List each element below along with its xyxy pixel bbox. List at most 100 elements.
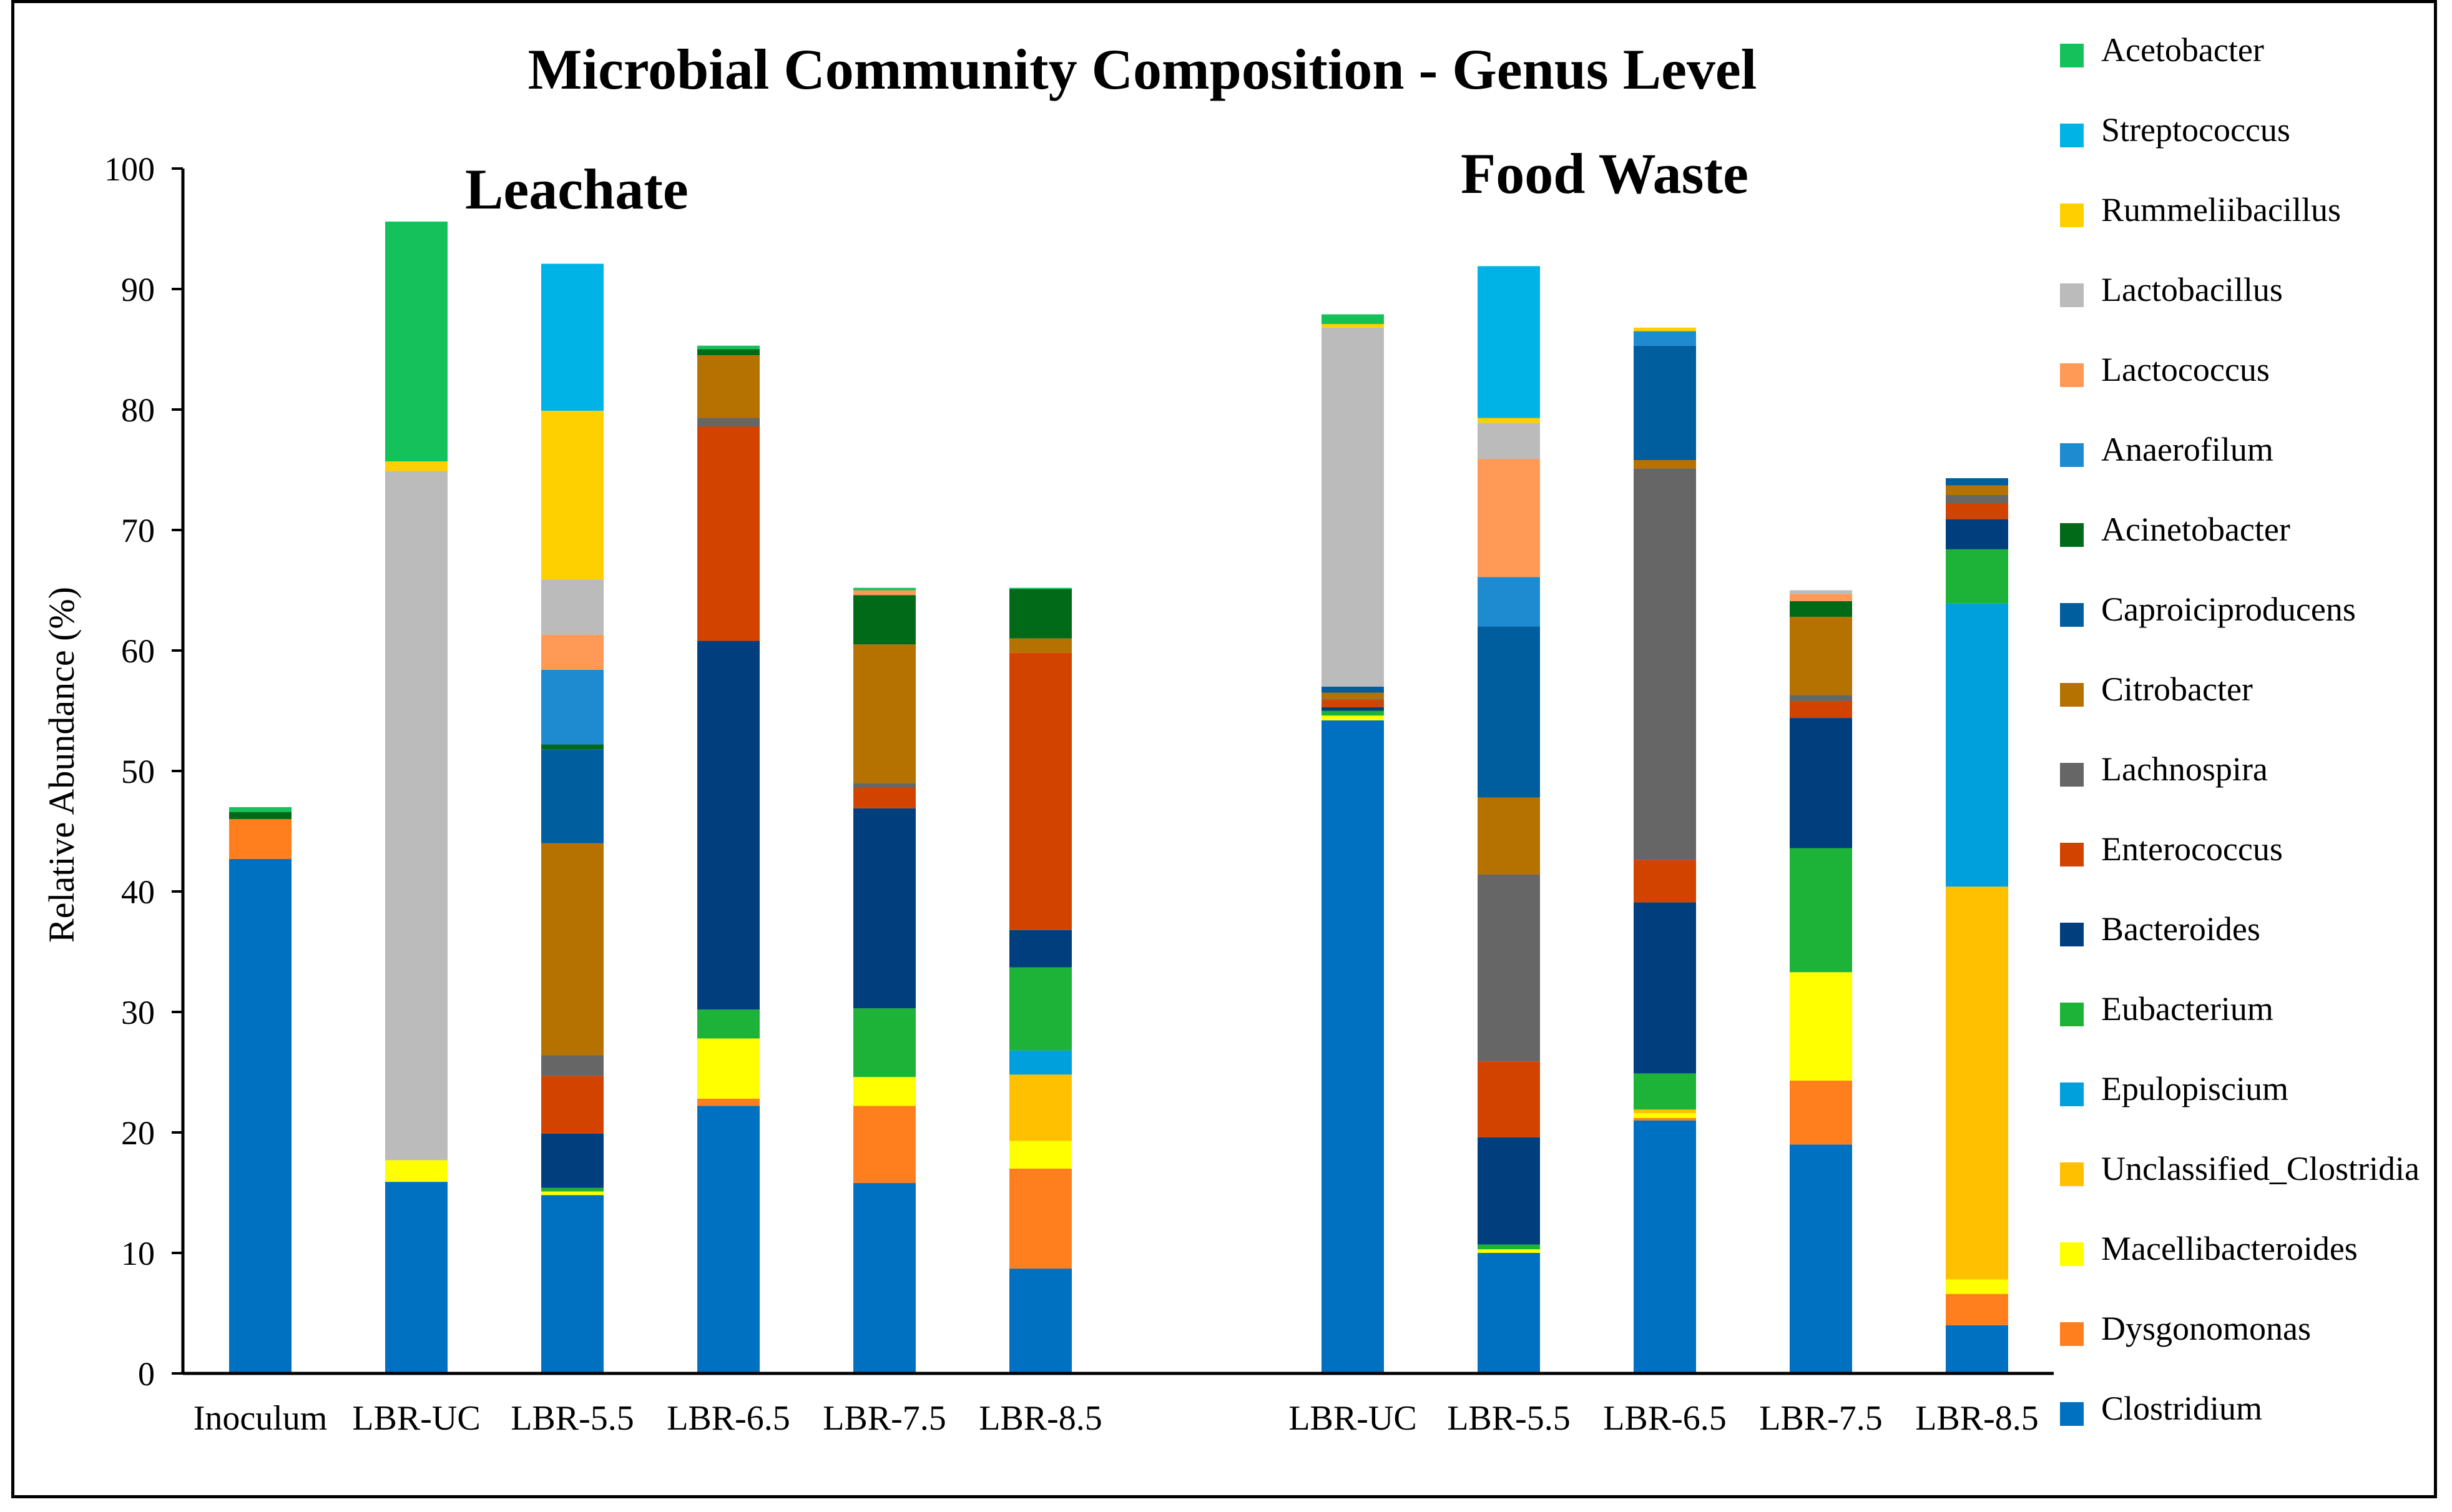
bar-segment-lachnospira-8 <box>1634 468 1696 860</box>
group-label-food-waste: Food Waste <box>1461 142 1748 205</box>
bar-segment-bacteroides-9 <box>1790 718 1852 848</box>
bar-segment-citrobacter-8 <box>1634 460 1696 469</box>
legend-swatch <box>2060 1003 2084 1026</box>
bar-segment-enterococcus-6 <box>1322 700 1384 707</box>
bar-segment-lachnospira-7 <box>1478 874 1540 1062</box>
bar-segment-unclassified-clostridia-5 <box>1009 1074 1072 1141</box>
legend-swatch <box>2060 603 2084 627</box>
y-tick-label: 30 <box>121 994 155 1031</box>
bar-segment-acinetobacter-0 <box>229 812 292 820</box>
bar-stack-5 <box>1009 587 1072 1373</box>
legend-swatch <box>2060 283 2084 307</box>
legend-swatch <box>2060 363 2084 387</box>
y-tick-label: 50 <box>121 753 155 790</box>
bar-segment-bacteroides-2 <box>541 1133 604 1188</box>
bar-segment-bacteroides-6 <box>1322 707 1384 711</box>
bar-stack-1 <box>385 221 448 1373</box>
bar-segment-macellibacteroides-9 <box>1790 972 1852 1081</box>
bar-segment-macellibacteroides-3 <box>697 1038 760 1099</box>
legend-swatch <box>2060 763 2084 787</box>
y-tick-label: 80 <box>121 391 155 429</box>
legend-label: Dysgonomonas <box>2101 1310 2311 1347</box>
bar-segment-enterococcus-3 <box>697 426 760 641</box>
bar-segment-bacteroides-8 <box>1634 902 1696 1074</box>
legend-label: Citrobacter <box>2101 670 2253 708</box>
bar-segment-bacteroides-3 <box>697 641 760 1010</box>
bar-segment-caproiciproducens-6 <box>1322 686 1384 693</box>
bar-segment-acinetobacter-9 <box>1790 601 1852 617</box>
chart-title: Microbial Community Composition - Genus … <box>527 37 1757 101</box>
bar-segment-unclassified-clostridia-8 <box>1634 1109 1696 1114</box>
bar-segment-clostridium-1 <box>385 1182 448 1373</box>
bar-segment-lachnospira-2 <box>541 1055 604 1076</box>
bar-segment-macellibacteroides-2 <box>541 1191 604 1195</box>
y-tick-label: 60 <box>121 632 155 670</box>
legend-swatch <box>2060 204 2084 227</box>
x-tick-label: Inoculum <box>194 1399 328 1438</box>
x-tick-label: LBR-7.5 <box>823 1399 946 1438</box>
y-tick-label: 20 <box>121 1114 155 1152</box>
bar-stack-3 <box>697 345 760 1373</box>
legend-label: Clostridium <box>2101 1390 2263 1427</box>
legend-label: Caproiciproducens <box>2101 591 2356 628</box>
x-tick-label: LBR-UC <box>1288 1399 1416 1438</box>
legend-label: Acetobacter <box>2101 31 2264 69</box>
bar-stack-10 <box>1946 478 2008 1373</box>
bar-segment-lactobacillus-9 <box>1790 590 1852 594</box>
bar-segment-unclassified-clostridia-10 <box>1946 886 2008 1280</box>
bar-segment-enterococcus-9 <box>1790 701 1852 719</box>
bar-segment-eubacterium-3 <box>697 1009 760 1039</box>
bar-segment-rummeliibacillus-2 <box>541 410 604 580</box>
x-tick-label: LBR-8.5 <box>1915 1399 2039 1438</box>
bar-segment-eubacterium-9 <box>1790 848 1852 973</box>
bar-stack-9 <box>1790 590 1852 1373</box>
bar-stack-7 <box>1478 266 1540 1373</box>
bar-segment-acetobacter-1 <box>385 221 448 461</box>
bar-segment-eubacterium-7 <box>1478 1244 1540 1250</box>
bar-segment-eubacterium-10 <box>1946 549 2008 604</box>
legend-label: Macellibacteroides <box>2101 1230 2358 1267</box>
bar-segment-macellibacteroides-10 <box>1946 1279 2008 1294</box>
bar-segment-citrobacter-9 <box>1790 616 1852 695</box>
bar-segment-bacteroides-7 <box>1478 1137 1540 1245</box>
bar-segment-lachnospira-9 <box>1790 695 1852 702</box>
bar-segment-eubacterium-5 <box>1009 967 1072 1051</box>
bar-segment-eubacterium-2 <box>541 1187 604 1192</box>
legend-label: Streptococcus <box>2101 111 2290 149</box>
bar-segment-citrobacter-4 <box>853 644 916 783</box>
y-axis-title: Relative Abundance (%) <box>41 587 82 943</box>
legend-label: Lactococcus <box>2101 351 2270 388</box>
y-tick-label: 10 <box>121 1235 155 1272</box>
y-tick-label: 0 <box>138 1355 155 1393</box>
bar-segment-enterococcus-2 <box>541 1076 604 1134</box>
bar-segment-lachnospira-4 <box>853 783 916 788</box>
bar-segment-dysgonomonas-3 <box>697 1098 760 1106</box>
bar-segment-clostridium-4 <box>853 1183 916 1373</box>
chart-frame <box>11 0 2437 1498</box>
bar-segment-rummeliibacillus-1 <box>385 461 448 471</box>
legend-label: Epulopiscium <box>2101 1070 2288 1107</box>
bar-segment-macellibacteroides-8 <box>1634 1113 1696 1118</box>
bar-segment-acinetobacter-5 <box>1009 589 1072 639</box>
bar-segment-macellibacteroides-1 <box>385 1160 448 1182</box>
bar-segment-epulopiscium-5 <box>1009 1050 1072 1075</box>
bar-segment-caproiciproducens-8 <box>1634 345 1696 461</box>
bar-segment-rummeliibacillus-7 <box>1478 418 1540 423</box>
bar-segment-streptococcus-2 <box>541 263 604 411</box>
bar-segment-acetobacter-5 <box>1009 587 1072 589</box>
bar-segment-lactococcus-4 <box>853 590 916 596</box>
bar-segment-enterococcus-4 <box>853 788 916 808</box>
bar-segment-macellibacteroides-5 <box>1009 1141 1072 1169</box>
bar-segment-clostridium-0 <box>229 858 292 1373</box>
bar-layer <box>229 221 2008 1373</box>
bar-segment-enterococcus-7 <box>1478 1061 1540 1137</box>
bar-segment-lactobacillus-6 <box>1322 327 1384 687</box>
bar-segment-acinetobacter-3 <box>697 349 760 356</box>
bar-stack-2 <box>541 263 604 1373</box>
bar-segment-lactobacillus-2 <box>541 579 604 635</box>
x-tick-label: LBR-5.5 <box>511 1399 634 1438</box>
legend-swatch <box>2060 843 2084 866</box>
bar-segment-anaerofilum-8 <box>1634 331 1696 346</box>
bar-segment-lachnospira-10 <box>1946 495 2008 504</box>
legend-swatch <box>2060 1082 2084 1106</box>
